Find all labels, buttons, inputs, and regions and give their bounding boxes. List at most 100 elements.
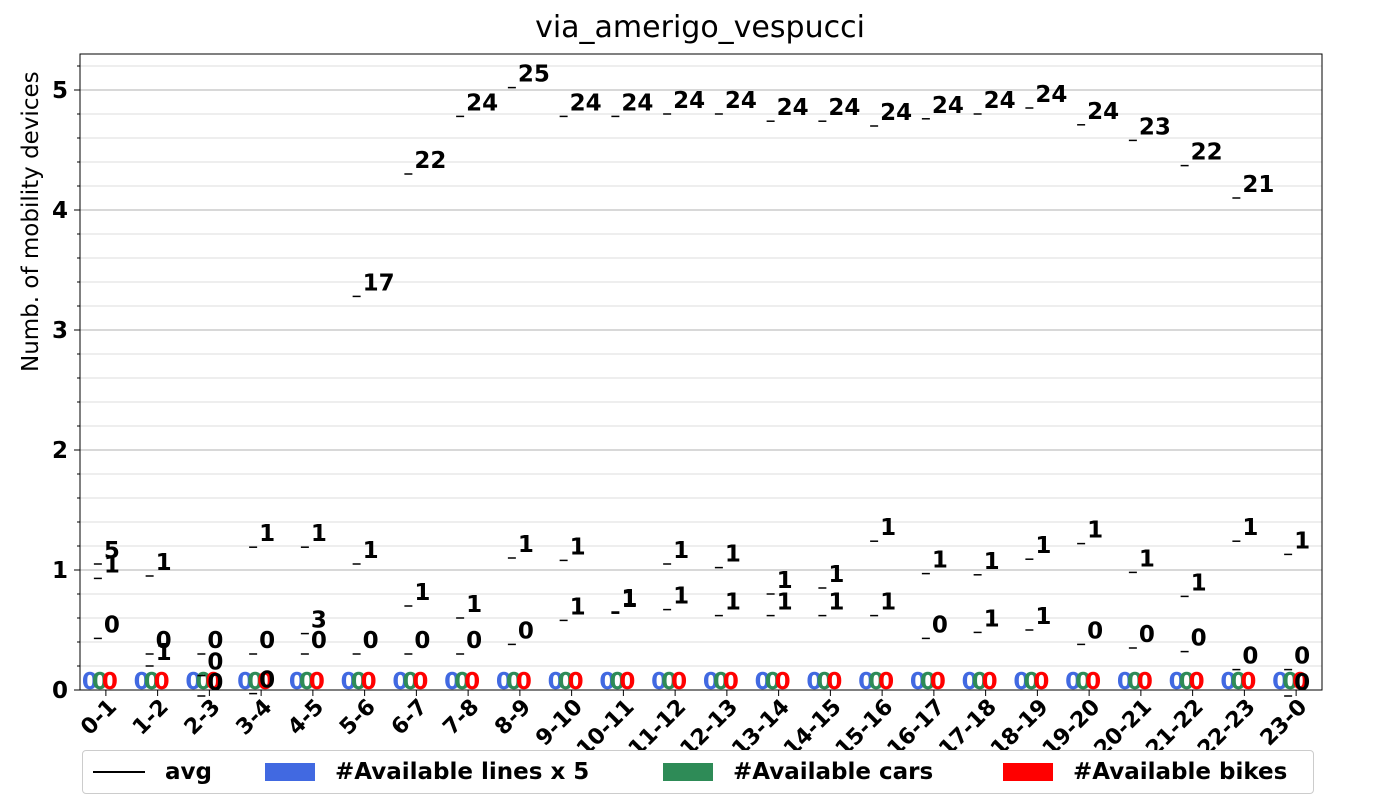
y-tick-label: 2 — [52, 438, 68, 464]
bar-zero-label: 0 — [412, 669, 428, 695]
avg-value-label: 17 — [363, 270, 395, 296]
avg-value-label: 0 — [1242, 644, 1258, 670]
bar-zero-label: 0 — [671, 669, 687, 695]
x-tick-label: 2-3 — [180, 695, 226, 741]
avg-value-label: 1 — [1035, 604, 1051, 630]
avg-value-label: 0 — [259, 628, 275, 654]
x-tick-label: 1-2 — [128, 695, 174, 741]
avg-value-label: 25 — [518, 62, 550, 88]
avg-value-label: 1 — [518, 532, 534, 558]
bar-zero-label: 0 — [1085, 669, 1101, 695]
avg-value-label: 24 — [621, 90, 653, 116]
y-tick-label: 1 — [52, 558, 68, 584]
bar-zero-label: 0 — [102, 669, 118, 695]
bar-zero-label: 0 — [341, 669, 357, 695]
avg-value-label: 1 — [984, 549, 1000, 575]
bar-zero-label: 0 — [920, 669, 936, 695]
y-tick-label: 5 — [52, 78, 68, 104]
avg-value-label: 1 — [1294, 528, 1310, 554]
bar-zero-label: 0 — [1179, 669, 1195, 695]
avg-value-label: 21 — [1242, 172, 1274, 198]
legend-bikes-patch — [1003, 763, 1053, 781]
avg-value-label: 0 — [363, 628, 379, 654]
bar-zero-label: 0 — [154, 669, 170, 695]
avg-value-label: 24 — [828, 95, 860, 121]
x-tick-label: 23-0 — [1256, 695, 1313, 752]
avg-value-label: 24 — [777, 95, 809, 121]
bar-zero-label: 0 — [247, 669, 263, 695]
avg-value-label: 1 — [1242, 515, 1258, 541]
avg-value-label: 1 — [828, 590, 844, 616]
avg-value-label: 1 — [725, 542, 741, 568]
legend-lines-patch — [265, 763, 315, 781]
legend-item-bikes: #Available bikes — [1003, 759, 1287, 785]
avg-value-label: 1 — [880, 590, 896, 616]
avg-value-label: 1 — [311, 521, 327, 547]
avg-value-label: 24 — [725, 88, 757, 114]
bar-zero-label: 0 — [826, 669, 842, 695]
bar-zero-label: 0 — [402, 669, 418, 695]
chart-title: via_amerigo_vespucci — [535, 10, 865, 45]
bar-zero-label: 0 — [816, 669, 832, 695]
bar-zero-label: 0 — [1137, 669, 1153, 695]
bar-zero-label: 0 — [496, 669, 512, 695]
avg-value-label: 1 — [570, 594, 586, 620]
bar-zero-label: 0 — [92, 669, 108, 695]
avg-value-label: 1 — [570, 534, 586, 560]
bar-zero-label: 0 — [609, 669, 625, 695]
bar-zero-label: 0 — [144, 669, 160, 695]
x-tick-label: 4-5 — [283, 695, 329, 741]
bar-zero-label: 0 — [1230, 669, 1246, 695]
bar-zero-label: 0 — [454, 669, 470, 695]
bar-zero-label: 0 — [289, 669, 305, 695]
bar-zero-label: 0 — [1117, 669, 1133, 695]
x-tick-label: 8-9 — [490, 695, 536, 741]
bar-zero-label: 0 — [1189, 669, 1205, 695]
avg-value-label: 1 — [725, 590, 741, 616]
avg-value-label: 1 — [984, 606, 1000, 632]
bar-zero-label: 0 — [516, 669, 532, 695]
avg-value-label: 0 — [207, 670, 223, 696]
x-tick-label: 6-7 — [387, 695, 433, 741]
avg-value-label: 1 — [156, 640, 172, 666]
avg-value-label: 0 — [311, 628, 327, 654]
avg-value-label: 1 — [673, 538, 689, 564]
bar-zero-label: 0 — [868, 669, 884, 695]
legend-bikes-label: #Available bikes — [1073, 759, 1288, 785]
bar-zero-label: 0 — [1127, 669, 1143, 695]
bar-zero-label: 0 — [205, 669, 221, 695]
bar-zero-label: 0 — [723, 669, 739, 695]
bar-zero-label: 0 — [1169, 669, 1185, 695]
avg-value-label: 0 — [207, 628, 223, 654]
bar-zero-label: 0 — [361, 669, 377, 695]
avg-value-label: 22 — [1191, 140, 1223, 166]
avg-value-label: 1 — [673, 584, 689, 610]
avg-value-label: 1 — [466, 592, 482, 618]
legend-item-cars: #Available cars — [663, 759, 933, 785]
avg-value-label: 1 — [828, 562, 844, 588]
avg-value-label: 24 — [932, 93, 964, 119]
avg-value-label: 1 — [1191, 570, 1207, 596]
avg-value-label: 0 — [207, 650, 223, 676]
y-tick-label: 3 — [52, 318, 68, 344]
avg-value-label: 24 — [880, 100, 912, 126]
bar-zero-label: 0 — [1075, 669, 1091, 695]
x-tick-label: 3-4 — [232, 695, 278, 741]
bar-zero-label: 0 — [755, 669, 771, 695]
legend-avg-line — [93, 771, 145, 773]
legend-lines-label: #Available lines x 5 — [335, 759, 590, 785]
avg-value-label: 1 — [259, 521, 275, 547]
bar-zero-label: 0 — [713, 669, 729, 695]
bar-zero-label: 0 — [1220, 669, 1236, 695]
bar-zero-label: 0 — [1282, 669, 1298, 695]
bar-zero-label: 0 — [651, 669, 667, 695]
x-tick-label: 0-1 — [76, 695, 122, 741]
legend-item-lines: #Available lines x 5 — [265, 759, 589, 785]
avg-value-label: 24 — [673, 88, 705, 114]
avg-value-label: 5 — [104, 538, 120, 564]
bar-zero-label: 0 — [765, 669, 781, 695]
bar-zero-label: 0 — [775, 669, 791, 695]
avg-value-label: 0 — [156, 628, 172, 654]
legend-item-avg: avg — [93, 759, 212, 785]
bar-zero-label: 0 — [661, 669, 677, 695]
